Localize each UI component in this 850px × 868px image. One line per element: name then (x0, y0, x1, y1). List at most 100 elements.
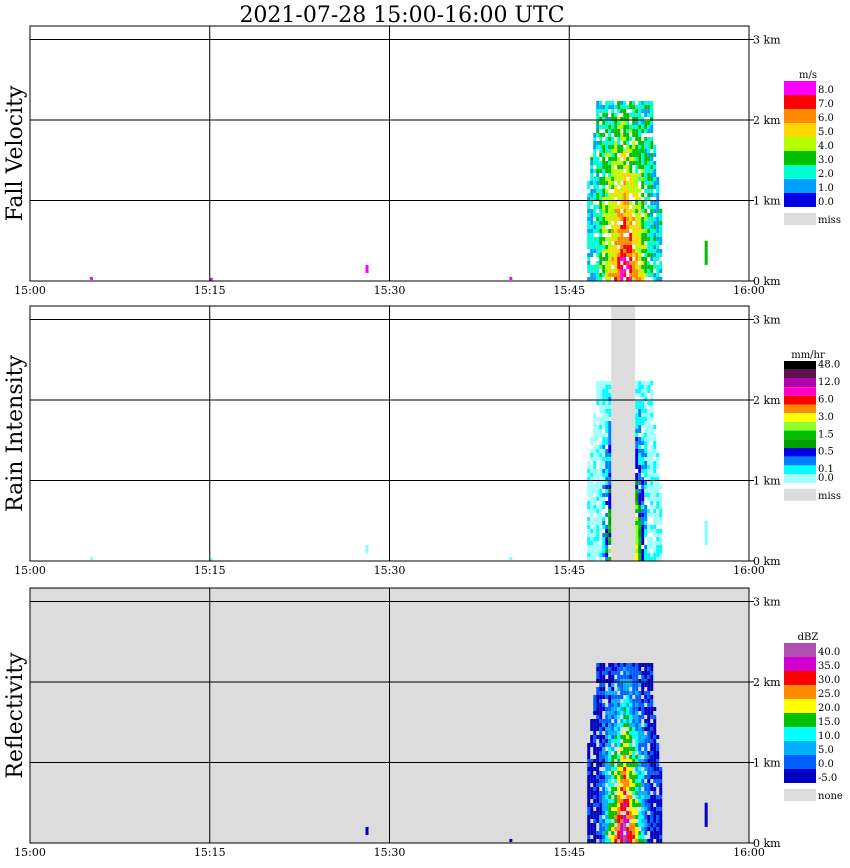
echo-cell (605, 815, 609, 819)
echo-cell (638, 799, 642, 803)
echo-cell (656, 465, 660, 469)
echo-cell (593, 533, 597, 537)
echo-cell (635, 497, 639, 501)
echo-cell (590, 473, 594, 477)
echo-cell (653, 763, 657, 767)
echo-cell (587, 489, 591, 493)
echo-cell (596, 117, 600, 121)
echo-cell (650, 181, 654, 185)
echo-cell (593, 205, 597, 209)
echo-cell (617, 767, 621, 771)
echo-cell (593, 133, 597, 137)
echo-cell (644, 707, 648, 711)
echo-cell (602, 533, 606, 537)
echo-cell (626, 679, 630, 683)
y-axis-label: Rain Intensity (3, 354, 28, 511)
echo-cell (593, 153, 597, 157)
echo-cell (644, 441, 648, 445)
echo-cell (620, 707, 624, 711)
echo-cell (587, 835, 591, 839)
echo-cell (644, 153, 648, 157)
echo-cell (635, 755, 639, 759)
echo-cell (611, 261, 615, 265)
echo-cell (632, 819, 636, 823)
echo-cell (617, 823, 621, 827)
echo-cell (656, 241, 660, 245)
echo-cell (608, 173, 612, 177)
echo-cell (623, 217, 627, 221)
echo-cell (587, 521, 591, 525)
echo-cell (647, 173, 651, 177)
echo-cell (626, 731, 630, 735)
echo-cell (647, 129, 651, 133)
echo-cell (626, 819, 630, 823)
echo-cell (644, 529, 648, 533)
echo-cell (593, 501, 597, 505)
echo-cell (608, 489, 612, 493)
echo-cell (593, 811, 597, 815)
echo-cell (650, 209, 654, 213)
echo-cell (653, 425, 657, 429)
echo-cell (635, 261, 639, 265)
echo-cell (608, 457, 612, 461)
echo-cell (644, 525, 648, 529)
echo-cell (593, 137, 597, 141)
echo-cell (608, 389, 612, 393)
echo-cell (626, 225, 630, 229)
echo-cell (638, 667, 642, 671)
echo-cell (596, 221, 600, 225)
echo-cell (647, 815, 651, 819)
echo-cell (617, 137, 621, 141)
echo-cell (605, 273, 609, 277)
echo-cell (638, 277, 642, 281)
echo-cell (596, 249, 600, 253)
echo-cell (656, 545, 660, 549)
echo-cell (656, 831, 660, 835)
echo-cell (653, 225, 657, 229)
echo-cell (638, 715, 642, 719)
echo-cell (623, 189, 627, 193)
echo-cell (608, 413, 612, 417)
echo-cell (599, 261, 603, 265)
echo-cell (638, 513, 642, 517)
echo-cell (644, 409, 648, 413)
y-tick-label: 0 km (753, 275, 781, 288)
echo-cell (656, 189, 660, 193)
echo-cell (635, 683, 639, 687)
echo-cell (659, 209, 663, 213)
echo-cell (656, 533, 660, 537)
echo-cell (638, 417, 642, 421)
echo-cell (641, 759, 645, 763)
echo-cell (650, 429, 654, 433)
echo-cell (626, 723, 630, 727)
echo-cell (644, 699, 648, 703)
echo-cell (656, 735, 660, 739)
echo-cell (647, 799, 651, 803)
echo-cell (641, 193, 645, 197)
echo-cell (599, 473, 603, 477)
echo-cell (602, 165, 606, 169)
echo-cell (602, 193, 606, 197)
echo-cell (590, 839, 594, 843)
echo-cell (605, 771, 609, 775)
echo-cell (599, 663, 603, 667)
echo-cell (626, 683, 630, 687)
echo-cell (605, 269, 609, 273)
echo-cell (653, 533, 657, 537)
echo-cell (602, 269, 606, 273)
echo-cell (635, 663, 639, 667)
echo-cell (593, 477, 597, 481)
echo-cell (593, 699, 597, 703)
echo-cell (614, 767, 618, 771)
echo-cell (605, 803, 609, 807)
echo-cell (647, 181, 651, 185)
echo-cell (602, 469, 606, 473)
echo-cell (590, 735, 594, 739)
echo-cell (620, 791, 624, 795)
echo-cell (617, 257, 621, 261)
echo-cell (602, 393, 606, 397)
echo-cell (653, 261, 657, 265)
echo-cell (632, 117, 636, 121)
echo-cell (605, 811, 609, 815)
echo-cell (653, 161, 657, 165)
